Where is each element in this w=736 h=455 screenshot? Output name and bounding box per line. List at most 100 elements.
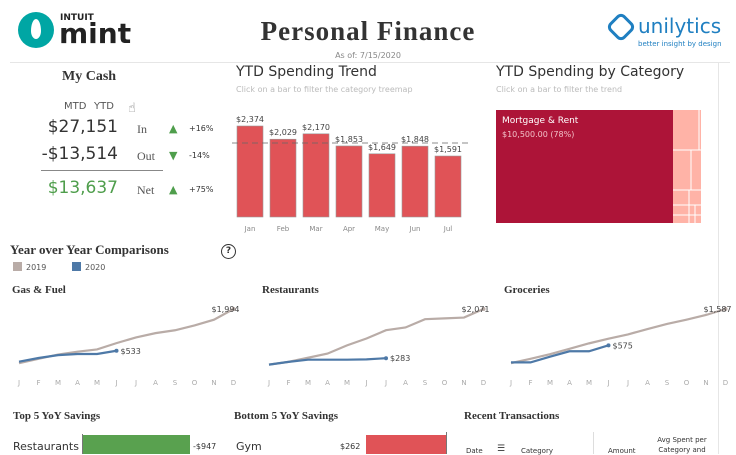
series-2019[interactable] <box>510 307 726 365</box>
month-tick: A <box>75 379 80 387</box>
trend-x-tick: Apr <box>343 225 355 233</box>
month-tick: J <box>509 379 512 387</box>
col-amount[interactable]: Amount <box>608 447 636 455</box>
treemap-subtitle: Click on a bar to filter the trend <box>496 85 623 94</box>
month-tick: M <box>94 379 100 387</box>
trend-bar-label: $1,649 <box>368 143 396 152</box>
series-end-label: $2,071 <box>462 305 490 314</box>
cash-amount-out: -$13,514 <box>41 144 118 164</box>
month-tick: A <box>403 379 408 387</box>
col-divider <box>593 432 594 454</box>
help-button[interactable]: ? <box>221 244 236 259</box>
top5-row-label: Restaurants <box>13 440 79 453</box>
trend-bar-label: $2,374 <box>236 115 264 124</box>
trend-bar[interactable] <box>269 138 297 218</box>
series-end-label: $1,587 <box>704 305 732 314</box>
bottom5-title: Bottom 5 YoY Savings <box>234 410 339 422</box>
month-tick: J <box>364 379 367 387</box>
series-end-point <box>723 307 728 311</box>
month-tick: J <box>606 379 609 387</box>
bottom5-bar[interactable] <box>366 435 446 454</box>
arrow-down-icon: ▼ <box>169 149 178 162</box>
series-2020[interactable] <box>18 349 117 363</box>
month-tick: J <box>134 379 137 387</box>
col-date[interactable]: Date <box>466 447 483 455</box>
month-tick: M <box>586 379 592 387</box>
series-2020[interactable] <box>511 344 609 364</box>
top5-bar[interactable] <box>83 435 190 454</box>
cash-label-out: Out <box>137 149 155 163</box>
month-tick: J <box>114 379 117 387</box>
month-tick: J <box>17 379 20 387</box>
month-tick: M <box>344 379 350 387</box>
trend-x-tick: Mar <box>309 225 322 233</box>
trend-subtitle: Click on a bar to filter the category tr… <box>236 85 413 94</box>
legend-2019: 2019 <box>13 262 46 272</box>
month-tick: S <box>665 379 670 387</box>
series-2019[interactable] <box>268 307 484 366</box>
top5-row-value: -$947 <box>193 442 217 451</box>
series-end-label: $575 <box>613 341 633 350</box>
top5-title: Top 5 YoY Savings <box>13 410 101 422</box>
cash-label-in: In <box>137 122 147 136</box>
yoy-title: Year over Year Comparisons <box>10 242 169 257</box>
trend-x-tick: Feb <box>277 225 290 233</box>
mtd-toggle[interactable]: MTD <box>64 101 87 112</box>
month-tick: N <box>461 379 466 387</box>
series-end-point <box>606 343 611 348</box>
trend-title: YTD Spending Trend <box>236 64 377 80</box>
my-cash-title: My Cash <box>62 69 117 84</box>
month-tick: A <box>645 379 650 387</box>
trend-x-tick: May <box>375 225 389 233</box>
month-tick: O <box>684 379 690 387</box>
month-tick: D <box>481 379 486 387</box>
trend-bar[interactable] <box>236 125 264 218</box>
cash-divider <box>41 170 163 171</box>
treemap-mortgage-rent[interactable]: Mortgage & Rent $10,500.00 (78%) <box>496 110 673 223</box>
month-tick: J <box>626 379 629 387</box>
hand-cursor-icon: ☝ <box>128 101 136 116</box>
month-tick: J <box>384 379 387 387</box>
header-divider <box>10 62 730 63</box>
trend-x-tick: Jan <box>244 225 256 233</box>
col-category[interactable]: Category <box>521 447 553 455</box>
cash-amount-net: $13,637 <box>47 178 118 198</box>
month-tick: M <box>55 379 61 387</box>
mint-leaf-icon <box>18 12 54 48</box>
restaurants-title: Restaurants <box>262 284 319 296</box>
trend-bar-label: $1,591 <box>434 145 462 154</box>
treemap-title: YTD Spending by Category <box>496 64 685 80</box>
trend-bar-label: $1,853 <box>335 135 363 144</box>
arrow-up-icon: ▲ <box>169 183 178 196</box>
cash-pct-out: -14% <box>189 151 210 160</box>
sort-icon[interactable]: ☰ <box>497 444 506 454</box>
trend-bar[interactable] <box>368 153 396 218</box>
legend-2020: 2020 <box>72 262 105 272</box>
month-tick: O <box>442 379 448 387</box>
cash-pct-net: +75% <box>189 185 214 194</box>
month-tick: A <box>325 379 330 387</box>
legend-swatch <box>13 262 22 271</box>
legend-swatch <box>72 262 81 271</box>
arrow-up-icon: ▲ <box>169 122 178 135</box>
series-end-point <box>481 307 486 311</box>
mint-logo: INTUIT mint <box>18 12 143 50</box>
month-tick: F <box>286 379 290 387</box>
series-2020[interactable] <box>268 357 387 366</box>
trend-bar[interactable] <box>401 145 429 218</box>
transactions-title: Recent Transactions <box>464 410 560 422</box>
cash-label-net: Net <box>137 183 155 197</box>
treemap-other-categories[interactable] <box>673 110 701 223</box>
ytd-toggle[interactable]: YTD <box>94 101 114 112</box>
series-end-label: $283 <box>390 354 410 363</box>
trend-bar-label: $2,029 <box>269 128 297 137</box>
trend-bar[interactable] <box>335 145 363 218</box>
series-end-point <box>384 356 388 361</box>
month-tick: J <box>267 379 270 387</box>
trend-bar[interactable] <box>434 155 462 218</box>
restaurants-line-chart: $2,071 $283 J F M A M J J A S O N D <box>267 305 490 387</box>
trend-bar[interactable] <box>302 133 330 218</box>
col-avg[interactable]: Avg Spent per Category and <box>657 436 707 454</box>
bottom5-row-value: $262 <box>340 442 361 451</box>
cash-pct-in: +16% <box>189 124 214 133</box>
